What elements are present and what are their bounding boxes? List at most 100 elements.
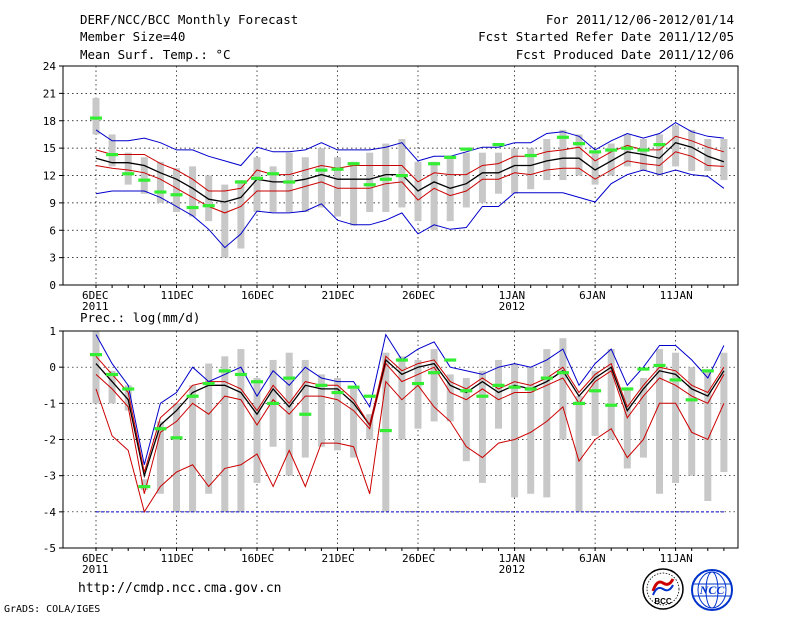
obs-marker xyxy=(122,387,135,391)
obs-marker xyxy=(90,353,102,357)
spread-box xyxy=(124,152,132,185)
spread-box xyxy=(688,367,696,476)
obs-marker xyxy=(669,378,682,382)
spread-box xyxy=(527,148,535,190)
x-tick-label: 11DEC xyxy=(161,289,194,302)
spread-box xyxy=(221,184,229,258)
obs-marker xyxy=(605,403,618,407)
spread-box xyxy=(156,161,164,203)
x-tick-label: 6JAN xyxy=(579,552,606,565)
obs-marker xyxy=(524,153,537,158)
spread-box xyxy=(317,374,325,447)
obs-marker xyxy=(331,167,344,171)
x-tick-label: 1JAN xyxy=(499,552,525,565)
obs-marker xyxy=(540,376,553,380)
spread-box xyxy=(559,129,567,181)
series-line-p_low xyxy=(95,362,725,494)
obs-marker xyxy=(379,428,392,433)
series-line-mean xyxy=(95,141,725,203)
obs-marker xyxy=(685,398,698,402)
spread-box xyxy=(237,349,245,512)
y-tick-label: 0 xyxy=(49,361,56,374)
obs-marker xyxy=(460,389,473,393)
x-tick-label: 6DEC xyxy=(82,552,109,565)
obs-marker xyxy=(234,372,247,377)
bcc-logo-text: BCC xyxy=(654,597,672,606)
spread-box xyxy=(591,370,599,436)
series-line-mean xyxy=(95,358,725,479)
x-tick-label: 1JAN xyxy=(499,289,525,302)
obs-marker xyxy=(106,372,119,377)
spread-box xyxy=(221,356,229,512)
series-line-p_high xyxy=(95,135,725,192)
spread-box xyxy=(607,143,615,176)
series-line-max xyxy=(95,169,725,249)
obs-marker xyxy=(202,381,215,386)
y-tick-label: 3 xyxy=(49,252,56,265)
y-tick-label: -2 xyxy=(43,434,56,447)
variable-label: Mean Surf. Temp.: °C xyxy=(80,47,231,62)
obs-marker xyxy=(170,193,183,197)
obs-marker xyxy=(492,383,505,387)
obs-marker xyxy=(170,436,183,440)
obs-marker xyxy=(234,180,247,184)
x-tick-year: 2011 xyxy=(82,300,109,313)
obs-marker xyxy=(363,394,376,398)
spread-box xyxy=(350,161,358,226)
obs-marker xyxy=(283,180,296,184)
fcst-started-date: Fcst Started Refer Date 2011/12/05 xyxy=(478,29,734,44)
spread-box xyxy=(350,388,358,458)
spread-box xyxy=(543,139,551,181)
obs-marker xyxy=(412,381,424,386)
obs-marker xyxy=(444,358,457,362)
obs-marker xyxy=(331,390,344,395)
spread-box xyxy=(108,370,116,404)
obs-marker xyxy=(122,172,135,176)
x-tick-label: 21DEC xyxy=(322,552,355,565)
y-tick-label: -3 xyxy=(43,470,56,483)
series-line-min xyxy=(95,380,725,514)
spread-box xyxy=(205,363,213,494)
obs-marker xyxy=(251,176,263,180)
obs-marker xyxy=(428,371,441,375)
obs-marker xyxy=(138,485,151,489)
obs-marker xyxy=(363,183,376,187)
spread-box xyxy=(430,349,438,422)
spread-box xyxy=(446,157,454,222)
forecast-period: For 2011/12/06-2012/01/14 xyxy=(545,12,734,27)
obs-marker xyxy=(573,142,585,146)
obs-marker xyxy=(460,147,473,151)
y-tick-label: 1 xyxy=(49,325,56,338)
source-url: http://cmdp.ncc.cma.gov.cn xyxy=(78,581,282,596)
bcc-logo: BCC xyxy=(641,567,685,611)
obs-marker xyxy=(621,146,634,150)
obs-marker xyxy=(589,389,602,393)
spread-box xyxy=(414,359,422,429)
spread-box xyxy=(704,139,712,171)
spread-box xyxy=(398,356,406,440)
spread-box xyxy=(720,352,728,473)
y-tick-label: -1 xyxy=(43,397,56,410)
spread-box xyxy=(543,349,551,498)
spread-box xyxy=(124,385,132,411)
spread-box xyxy=(382,352,390,512)
spread-box xyxy=(253,378,261,483)
spread-box xyxy=(237,180,245,249)
obs-marker xyxy=(138,178,151,182)
obs-marker xyxy=(395,174,408,178)
x-tick-label: 11DEC xyxy=(161,552,194,565)
spread-box xyxy=(462,378,470,462)
x-tick-label: 26DEC xyxy=(402,552,435,565)
spread-box xyxy=(253,157,261,212)
obs-marker xyxy=(347,162,360,166)
obs-marker xyxy=(347,385,360,389)
obs-marker xyxy=(701,369,714,373)
obs-marker xyxy=(556,371,569,375)
x-tick-label: 11JAN xyxy=(660,552,693,565)
spread-box xyxy=(559,338,567,440)
obs-marker xyxy=(299,412,312,416)
fcst-produced-date: Fcst Produced Date 2011/12/06 xyxy=(515,47,734,62)
spread-box xyxy=(366,152,374,212)
spread-box xyxy=(575,134,583,176)
